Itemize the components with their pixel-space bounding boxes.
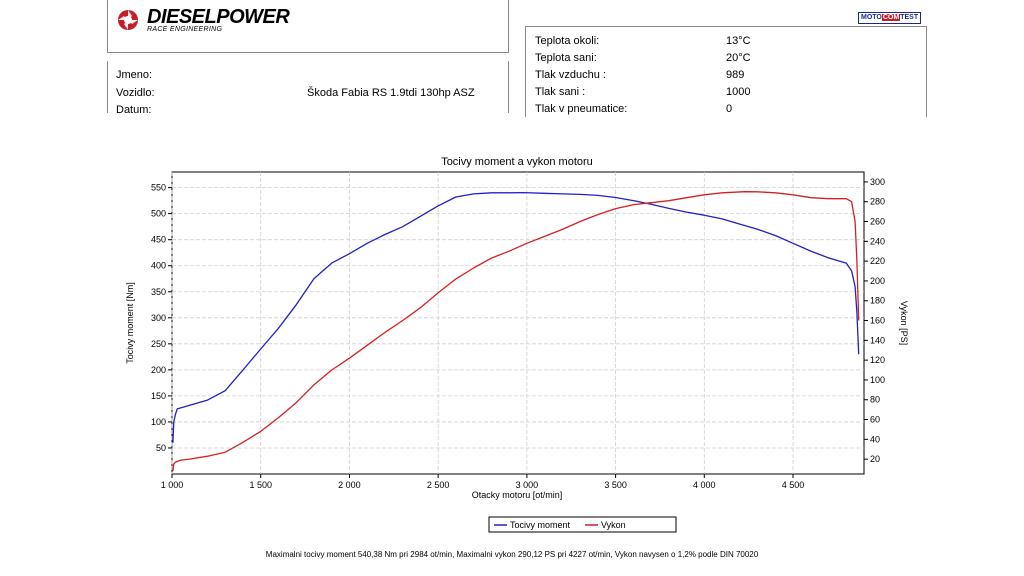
condition-label: Tlak sani : <box>535 86 586 98</box>
condition-value: 13°C <box>726 35 751 47</box>
y2-tick-label: 300 <box>870 177 885 187</box>
legend-label-torque: Tocivy moment <box>510 520 571 530</box>
y-tick-label: 350 <box>151 287 166 297</box>
grid <box>171 172 864 474</box>
footer-summary: Maximalni tocivy moment 540,38 Nm pri 29… <box>265 550 759 559</box>
condition-value: 1000 <box>726 86 751 98</box>
x-tick-label: 4 500 <box>782 480 805 490</box>
y2-tick-label: 160 <box>870 316 885 326</box>
axis-ticks: 50 100 150 200 250 300 350 400 450 500 550 20 40 60 80… <box>151 177 885 490</box>
y2-tick-label: 60 <box>870 415 880 425</box>
legend-label-power: Vykon <box>601 520 626 530</box>
condition-label: Tlak v pneumatice: <box>535 103 628 115</box>
name-label: Jmeno: <box>116 69 153 81</box>
y2-tick-label: 140 <box>870 335 885 345</box>
condition-value: 20°C <box>726 52 751 64</box>
condition-label: Tlak vzduchu : <box>535 69 606 81</box>
y2-tick-label: 120 <box>870 355 885 365</box>
series-line-power <box>172 191 860 472</box>
y-tick-label: 500 <box>151 209 166 219</box>
logo-panel <box>107 0 509 53</box>
y-tick-label: 200 <box>151 365 166 375</box>
y-axis-label: Tocivy moment [Nm] <box>125 282 135 364</box>
y-tick-label: 150 <box>151 391 166 401</box>
y-tick-label: 400 <box>151 261 166 271</box>
y2-tick-label: 240 <box>870 236 885 246</box>
y2-tick-label: 20 <box>870 454 880 464</box>
y-tick-label: 50 <box>156 443 166 453</box>
x-tick-label: 2 000 <box>338 480 361 490</box>
y2-tick-label: 180 <box>870 296 885 306</box>
y-tick-label: 550 <box>151 183 166 193</box>
condition-label: Teplota okoli: <box>535 35 600 47</box>
y2-tick-label: 80 <box>870 395 880 405</box>
chart-title: Tocivy moment a vykon motoru <box>441 156 593 168</box>
y2-tick-label: 40 <box>870 434 880 444</box>
y-tick-label: 300 <box>151 313 166 323</box>
vehicle-info-panel <box>107 61 509 113</box>
series-line-torque <box>172 191 860 443</box>
y2-tick-label: 200 <box>870 276 885 286</box>
turbo-logo-icon <box>118 10 138 30</box>
vehicle-label: Vozidlo: <box>116 87 155 99</box>
date-label: Datum: <box>116 104 152 116</box>
brand-subtitle: RACE ENGINEERING <box>147 26 223 33</box>
y-tick-label: 100 <box>151 417 166 427</box>
x-tick-label: 4 000 <box>693 480 716 490</box>
y-tick-label: 250 <box>151 339 166 349</box>
x-tick-label: 1 500 <box>249 480 272 490</box>
series-lines <box>172 191 860 472</box>
y2-tick-label: 280 <box>870 197 885 207</box>
condition-label: Teplota sani: <box>535 52 597 64</box>
brand-name: DIESELPOWER <box>147 6 290 28</box>
x-axis-label: Otacky motoru [ot/min] <box>472 490 563 500</box>
y2-tick-label: 100 <box>870 375 885 385</box>
motocomtest-logo: MOTOCOMTEST <box>858 12 922 24</box>
x-tick-label: 3 000 <box>516 480 539 490</box>
conditions-panel <box>525 26 927 117</box>
plot-area <box>171 171 865 475</box>
legend: Tocivy moment Vykon <box>488 516 677 533</box>
y2-axis-label: Vykon [PS] <box>899 301 909 345</box>
x-tick-label: 1 000 <box>161 480 184 490</box>
dyno-chart: Tocivy moment a vykon motoru 50 100 150 200… <box>125 156 909 533</box>
condition-value: 989 <box>726 69 745 81</box>
y2-tick-label: 260 <box>870 217 885 227</box>
y-tick-label: 450 <box>151 235 166 245</box>
y2-tick-label: 220 <box>870 256 885 266</box>
x-tick-label: 3 500 <box>604 480 627 490</box>
vehicle-value: Škoda Fabia RS 1.9tdi 130hp ASZ <box>307 87 475 99</box>
x-tick-label: 2 500 <box>427 480 450 490</box>
condition-value: 0 <box>726 103 733 115</box>
